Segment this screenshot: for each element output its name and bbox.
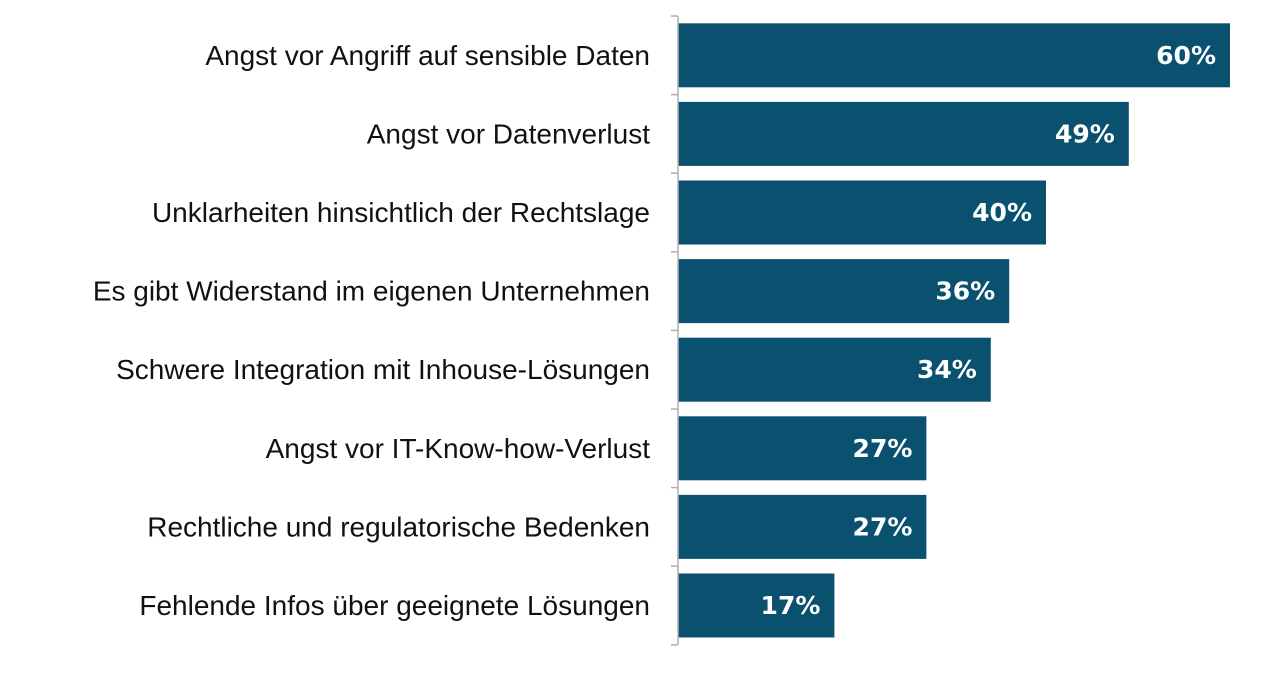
category-label-5: Schwere Integration mit Inhouse-Lösungen (116, 354, 650, 385)
bar-6 (678, 416, 927, 481)
bar-8 (678, 573, 835, 638)
category-label-6: Angst vor IT-Know-how-Verlust (266, 433, 651, 464)
category-label-1: Angst vor Angriff auf sensible Daten (205, 40, 650, 71)
value-label-7: 27% (853, 512, 913, 541)
value-labels: 60% 49% 40% 36% 34% 27% 27% 17% (761, 41, 1216, 620)
value-label-6: 27% (853, 434, 913, 463)
bar-2 (678, 101, 1129, 166)
y-axis (671, 15, 679, 646)
category-labels: Angst vor Angriff auf sensible Daten Angs… (93, 40, 650, 621)
bar-1 (678, 23, 1230, 88)
bar-7 (678, 494, 927, 559)
category-label-4: Es gibt Widerstand im eigenen Unternehme… (93, 276, 650, 307)
category-label-7: Rechtliche und regulatorische Bedenken (147, 511, 650, 542)
bars-layer (678, 23, 1230, 638)
value-label-4: 36% (935, 277, 995, 306)
bar-4 (678, 259, 1010, 324)
category-label-2: Angst vor Datenverlust (367, 118, 650, 149)
value-label-1: 60% (1156, 41, 1216, 70)
category-label-3: Unklarheiten hinsichtlich der Rechtslage (152, 197, 650, 228)
value-label-5: 34% (917, 355, 977, 384)
value-label-2: 49% (1055, 119, 1115, 148)
value-label-8: 17% (761, 591, 821, 620)
category-label-8: Fehlende Infos über geeignete Lösungen (139, 590, 650, 621)
bar-5 (678, 337, 991, 402)
value-label-3: 40% (972, 198, 1032, 227)
bar-3 (678, 180, 1046, 245)
